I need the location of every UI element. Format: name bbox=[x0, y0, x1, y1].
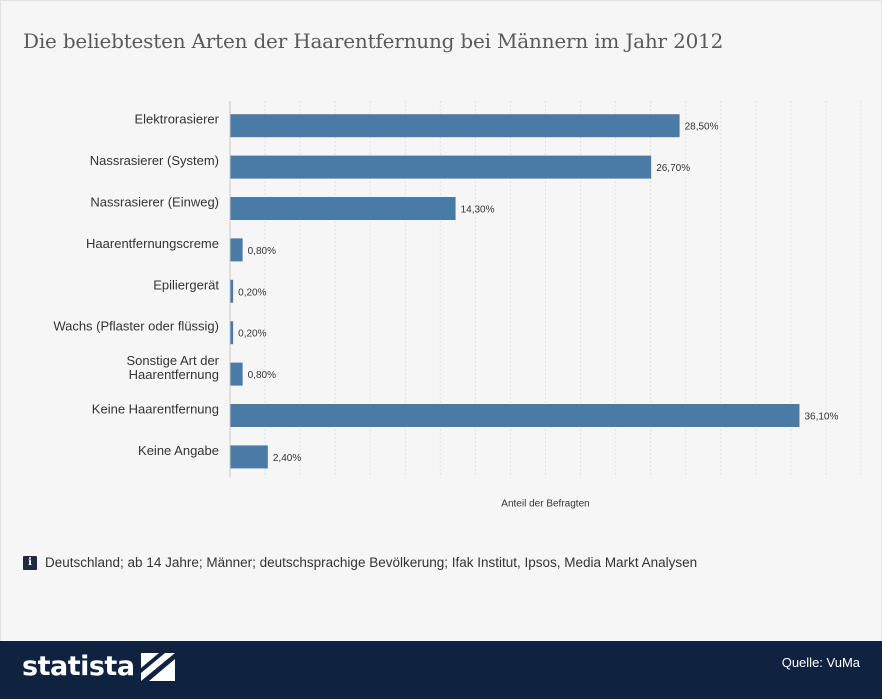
value-label: 26,70% bbox=[656, 163, 690, 174]
value-label: 36,10% bbox=[804, 412, 838, 423]
footer-bar: statista Quelle: VuMa bbox=[0, 641, 882, 699]
chart-title: Die beliebtesten Arten der Haarentfernun… bbox=[23, 29, 724, 53]
category-label: Nassrasierer (Einweg) bbox=[90, 195, 219, 210]
category-label: Nassrasierer (System) bbox=[90, 153, 219, 168]
category-label: Sonstige Art der Haarentfernung bbox=[127, 353, 220, 382]
value-label: 0,20% bbox=[238, 287, 266, 298]
bar[interactable] bbox=[230, 362, 243, 386]
bar[interactable] bbox=[230, 238, 243, 262]
category-label: Epiliergerät bbox=[153, 277, 219, 292]
note-text: Deutschland; ab 14 Jahre; Männer; deutsc… bbox=[45, 555, 698, 570]
bar[interactable] bbox=[230, 114, 680, 138]
value-label: 0,80% bbox=[248, 246, 276, 257]
bar[interactable] bbox=[230, 445, 268, 469]
value-label: 0,80% bbox=[248, 370, 276, 381]
brand-name: statista bbox=[22, 651, 135, 682]
value-label: 14,30% bbox=[461, 205, 495, 216]
chart-card: Die beliebtesten Arten der Haarentfernun… bbox=[0, 0, 882, 642]
bar[interactable] bbox=[230, 279, 234, 303]
bar[interactable] bbox=[230, 404, 800, 427]
x-axis-label: Anteil der Befragten bbox=[501, 499, 589, 510]
bar[interactable] bbox=[230, 321, 234, 345]
value-label: 0,20% bbox=[238, 329, 266, 340]
value-label: 2,40% bbox=[273, 453, 301, 464]
value-labels: 28,50% 26,70% 14,30% 0,80% 0,20% 0,20% 0,80% 36… bbox=[238, 122, 838, 464]
info-note: i Deutschland; ab 14 Jahre; Männer; deut… bbox=[23, 555, 697, 570]
statista-logo[interactable]: statista bbox=[22, 651, 175, 682]
category-label: Wachs (Pflaster oder flüssig) bbox=[53, 319, 219, 334]
category-label: Haarentfernungscreme bbox=[86, 236, 219, 251]
bars bbox=[230, 114, 800, 469]
bar[interactable] bbox=[230, 197, 456, 220]
statista-logo-icon bbox=[140, 652, 175, 681]
category-labels: Elektrorasierer Nassrasierer (System) Nass… bbox=[53, 112, 219, 458]
bar-chart: Elektrorasierer Nassrasierer (System) Nass… bbox=[53, 101, 862, 510]
value-label: 28,50% bbox=[685, 122, 719, 133]
category-label: Elektrorasierer bbox=[134, 112, 219, 127]
bar[interactable] bbox=[230, 155, 652, 179]
info-icon[interactable]: i bbox=[23, 555, 37, 570]
category-label: Keine Angabe bbox=[138, 443, 219, 458]
category-label: Keine Haarentfernung bbox=[92, 402, 219, 417]
source-text: Quelle: VuMa bbox=[781, 655, 860, 670]
